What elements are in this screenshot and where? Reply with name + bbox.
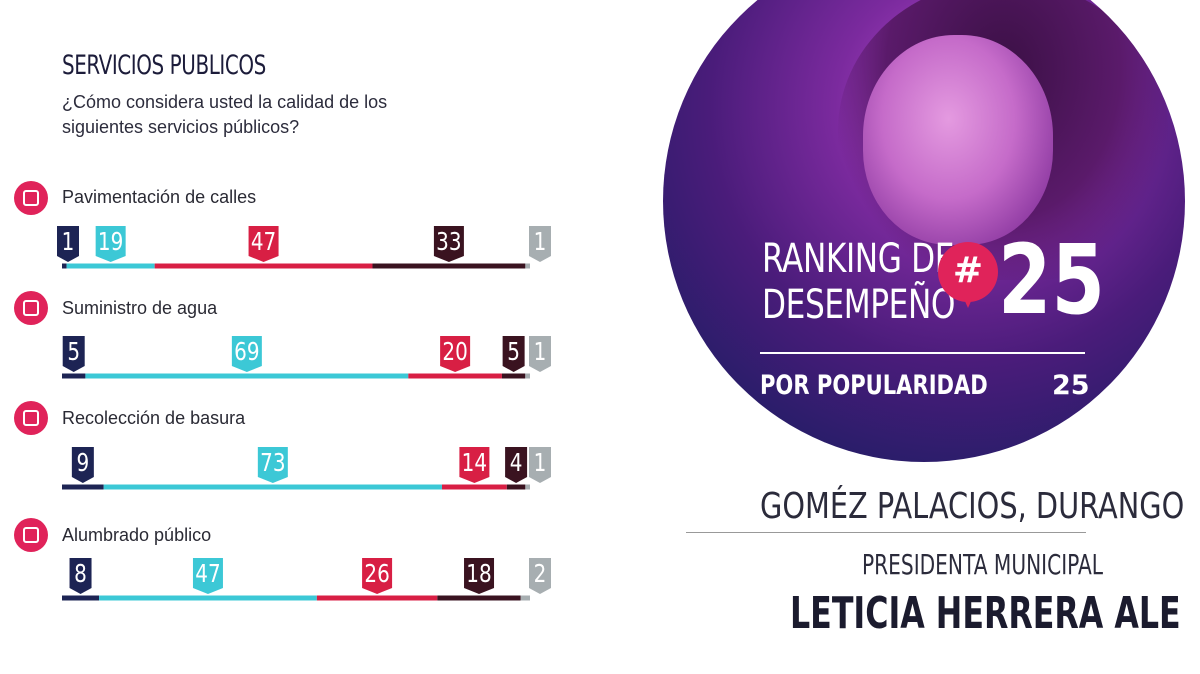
bar-segment: [437, 595, 521, 601]
data-label: 4: [510, 449, 523, 478]
bar-segment: [506, 484, 526, 490]
data-label: 14: [462, 449, 487, 478]
bar-segment: [525, 263, 530, 269]
popularity-label: POR POPULARIDAD: [760, 370, 988, 401]
value-marker: [192, 558, 223, 594]
garbage-truck-icon: [14, 401, 48, 435]
portrait-face: [863, 35, 1053, 245]
data-label: 5: [507, 338, 520, 367]
value-marker: [71, 447, 94, 483]
bar-segment: [103, 484, 442, 490]
data-label: 1: [534, 338, 547, 367]
category-label-lighting: Alumbrado público: [62, 525, 212, 545]
data-label: 26: [364, 560, 389, 589]
data-label: 18: [466, 560, 491, 589]
portrait-circle: [663, 0, 1185, 462]
category-label-garbage: Recolección de basura: [62, 408, 246, 428]
data-label: 47: [251, 228, 276, 257]
value-marker: [362, 558, 393, 594]
bar-segment: [62, 263, 67, 269]
value-marker: [248, 226, 279, 262]
stacked-bar-chart: 1 19 47 33 15 69 20 5 19 73 14 4 18 47 26 18 2: [57, 226, 551, 601]
value-marker: [433, 226, 464, 262]
chart-question: ¿Cómo considera usted la calidad de los …: [62, 92, 388, 137]
value-marker: [231, 336, 262, 372]
value-marker: [459, 447, 490, 483]
value-marker: [505, 447, 528, 483]
value-marker: [440, 336, 471, 372]
bar-segment: [408, 373, 502, 379]
value-marker: [529, 336, 551, 372]
value-marker: [502, 336, 525, 372]
value-marker: [529, 226, 551, 262]
role-text: PRESIDENTA MUNICIPAL: [862, 548, 1104, 581]
street-lamp-icon: [14, 518, 48, 552]
data-label: 69: [234, 338, 259, 367]
bar-segment: [501, 373, 526, 379]
bar-segment: [62, 484, 104, 490]
water-tap-icon: [14, 291, 48, 325]
ranking-line-1: RANKING DE: [762, 236, 955, 282]
popularity-value: 25: [1052, 370, 1090, 401]
data-label: 1: [62, 228, 75, 257]
trash-can-icon: [14, 181, 48, 215]
location-divider: [686, 532, 1086, 533]
ranking-number: 25: [998, 224, 1105, 336]
data-label: 19: [98, 228, 123, 257]
location-text: GOMÉZ PALACIOS, DURANGO: [760, 486, 1185, 527]
data-label: 8: [74, 560, 87, 589]
ranking-heading: RANKING DE DESEMPEÑO: [762, 236, 955, 328]
chart-title: SERVICIOS PUBLICOS: [62, 50, 266, 81]
bar-segment: [520, 595, 530, 601]
bar-segment: [62, 595, 100, 601]
bar-segment: [441, 484, 507, 490]
data-label: 20: [442, 338, 467, 367]
ranking-badge-tail: [960, 290, 976, 308]
value-marker: [529, 558, 551, 594]
official-name: LETICIA HERRERA ALE: [790, 588, 1181, 639]
data-label: 1: [534, 228, 547, 257]
data-label: 73: [260, 449, 285, 478]
data-label: 5: [67, 338, 80, 367]
data-label: 33: [436, 228, 461, 257]
value-marker: [529, 447, 551, 483]
bar-segment: [372, 263, 526, 269]
bar-segment: [525, 373, 530, 379]
bar-segment: [525, 484, 530, 490]
value-marker: [95, 226, 126, 262]
category-label-water: Suministro de agua: [62, 298, 218, 318]
ranking-line-2: DESEMPEÑO: [762, 282, 956, 328]
bar-segment: [316, 595, 438, 601]
data-label: 47: [195, 560, 220, 589]
value-marker: [62, 336, 85, 372]
value-marker: [69, 558, 92, 594]
bar-segment: [66, 263, 155, 269]
value-marker: [257, 447, 288, 483]
value-marker: [57, 226, 79, 262]
bar-segment: [154, 263, 373, 269]
bar-segment: [99, 595, 317, 601]
bar-segment: [85, 373, 409, 379]
bar-segment: [62, 373, 86, 379]
ranking-divider: [760, 352, 1085, 354]
value-marker: [464, 558, 495, 594]
data-label: 2: [534, 560, 547, 589]
category-label-paving: Pavimentación de calles: [62, 187, 257, 207]
data-label: 9: [76, 449, 89, 478]
data-label: 1: [534, 449, 547, 478]
